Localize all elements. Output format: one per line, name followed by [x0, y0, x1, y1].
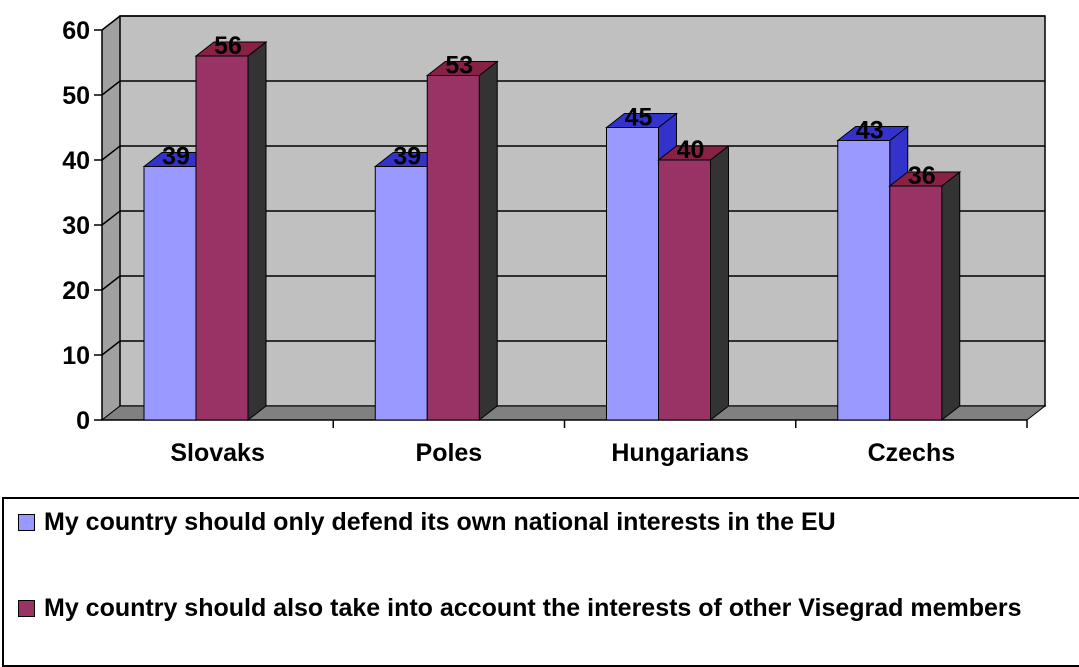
- y-tick-label: 30: [62, 212, 90, 240]
- y-tick-label: 50: [62, 82, 90, 110]
- data-label: 53: [445, 52, 473, 80]
- bar-side: [941, 170, 961, 422]
- data-label: 43: [856, 117, 884, 145]
- bar: [606, 127, 659, 421]
- data-label: 45: [625, 104, 653, 132]
- y-tick-label: 60: [62, 17, 90, 45]
- legend-swatch-series-1: [18, 514, 35, 531]
- x-tick-label: Poles: [416, 439, 483, 467]
- gridline: [101, 340, 1045, 356]
- x-tick-label: Slovaks: [170, 439, 265, 467]
- gridline: [101, 210, 1045, 226]
- data-label: 39: [162, 143, 190, 171]
- bar-side: [478, 60, 498, 422]
- gridline: [101, 145, 1045, 161]
- x-tick-label: Czechs: [868, 439, 956, 467]
- bar: [837, 140, 891, 421]
- gridline: [101, 15, 1045, 31]
- bar: [658, 159, 711, 421]
- data-label: 56: [214, 32, 242, 60]
- legend-label-series-1: My country should only defend its own na…: [44, 508, 836, 536]
- bar: [195, 55, 249, 421]
- legend-label-series-2: My country should also take into account…: [44, 594, 1022, 622]
- bar: [426, 75, 480, 421]
- legend-item-series-2: My country should also take into account…: [18, 593, 1079, 624]
- gridline: [101, 80, 1045, 96]
- x-tick-label: Hungarians: [611, 439, 749, 467]
- legend-item-series-1: My country should only defend its own na…: [18, 507, 1079, 538]
- data-label: 36: [908, 162, 936, 190]
- y-tick-label: 10: [62, 342, 90, 370]
- y-tick-label: 0: [76, 407, 90, 435]
- data-label: 39: [393, 143, 421, 171]
- bar-side: [710, 144, 729, 422]
- bar: [889, 185, 943, 421]
- y-tick-label: 40: [62, 147, 90, 175]
- data-label: 40: [677, 136, 705, 164]
- legend: My country should only defend its own na…: [2, 497, 1079, 667]
- bar-side: [247, 40, 267, 422]
- legend-swatch-series-2: [18, 600, 35, 617]
- gridline: [101, 275, 1045, 291]
- bar: [143, 166, 197, 421]
- y-tick-label: 20: [62, 277, 90, 305]
- bar-chart: 39 56 39 53 45 40 43 36 0 10 20 30 40 50 60 Slovaks Po…: [62, 14, 1047, 467]
- bar: [374, 166, 428, 421]
